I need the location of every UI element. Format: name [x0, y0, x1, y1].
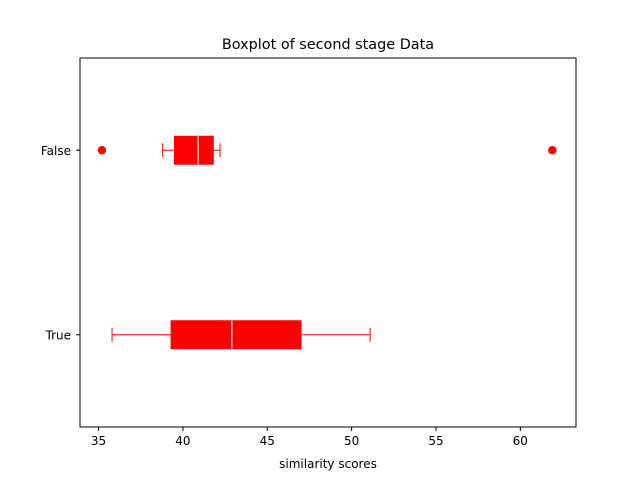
x-tick-label-40: 40	[175, 434, 190, 448]
outlier-false-1	[97, 146, 107, 155]
chart-title: Boxplot of second stage Data	[222, 37, 434, 53]
plot-marks	[97, 135, 557, 350]
y-tick-label-true: True	[45, 328, 72, 342]
x-tick-label-35: 35	[91, 434, 106, 448]
x-axis-label: similarity scores	[279, 457, 377, 471]
x-tick-label-50: 50	[344, 434, 359, 448]
box-false	[173, 135, 214, 165]
box-true	[170, 320, 302, 350]
axes: 35 40 45 50 55 60 True False	[41, 57, 577, 448]
box-group-true	[111, 320, 371, 350]
x-tick-label-55: 55	[428, 434, 443, 448]
plot-frame	[79, 57, 577, 428]
x-tick-label-45: 45	[260, 434, 275, 448]
outlier-false-2	[548, 146, 557, 155]
x-tick-label-60: 60	[513, 434, 528, 448]
y-tick-label-false: False	[41, 144, 71, 158]
box-group-false	[97, 135, 557, 165]
